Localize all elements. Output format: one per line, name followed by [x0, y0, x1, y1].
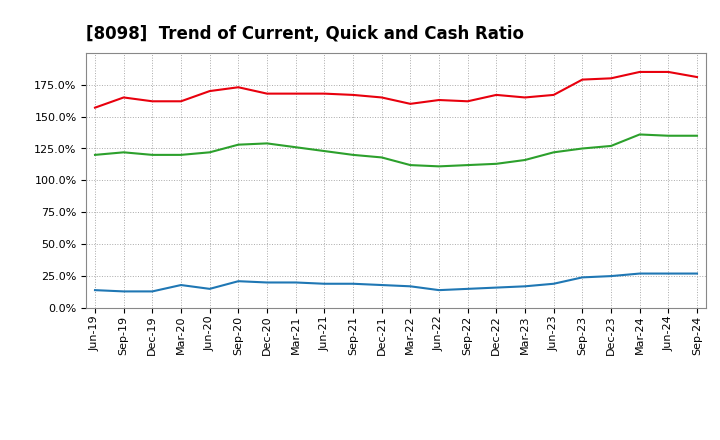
Cash Ratio	[320, 281, 328, 286]
Quick Ratio	[120, 150, 128, 155]
Current Ratio	[320, 91, 328, 96]
Quick Ratio	[406, 162, 415, 168]
Current Ratio	[263, 91, 271, 96]
Cash Ratio	[521, 284, 529, 289]
Current Ratio	[578, 77, 587, 82]
Current Ratio	[521, 95, 529, 100]
Cash Ratio	[91, 287, 99, 293]
Current Ratio	[435, 97, 444, 103]
Current Ratio	[176, 99, 185, 104]
Cash Ratio	[406, 284, 415, 289]
Current Ratio	[148, 99, 157, 104]
Current Ratio	[406, 101, 415, 106]
Quick Ratio	[578, 146, 587, 151]
Cash Ratio	[693, 271, 701, 276]
Current Ratio	[607, 76, 616, 81]
Cash Ratio	[492, 285, 500, 290]
Cash Ratio	[176, 282, 185, 288]
Cash Ratio	[348, 281, 357, 286]
Current Ratio	[234, 84, 243, 90]
Line: Current Ratio: Current Ratio	[95, 72, 697, 108]
Current Ratio	[549, 92, 558, 98]
Current Ratio	[664, 69, 672, 74]
Cash Ratio	[464, 286, 472, 291]
Quick Ratio	[549, 150, 558, 155]
Cash Ratio	[148, 289, 157, 294]
Current Ratio	[464, 99, 472, 104]
Quick Ratio	[320, 148, 328, 154]
Cash Ratio	[664, 271, 672, 276]
Current Ratio	[205, 88, 214, 94]
Quick Ratio	[148, 152, 157, 158]
Cash Ratio	[377, 282, 386, 288]
Current Ratio	[91, 105, 99, 110]
Quick Ratio	[435, 164, 444, 169]
Current Ratio	[635, 69, 644, 74]
Quick Ratio	[176, 152, 185, 158]
Current Ratio	[693, 74, 701, 80]
Text: [8098]  Trend of Current, Quick and Cash Ratio: [8098] Trend of Current, Quick and Cash …	[86, 25, 524, 43]
Current Ratio	[377, 95, 386, 100]
Quick Ratio	[521, 158, 529, 163]
Cash Ratio	[205, 286, 214, 291]
Quick Ratio	[348, 152, 357, 158]
Quick Ratio	[635, 132, 644, 137]
Quick Ratio	[377, 155, 386, 160]
Cash Ratio	[292, 280, 300, 285]
Cash Ratio	[120, 289, 128, 294]
Quick Ratio	[263, 141, 271, 146]
Line: Quick Ratio: Quick Ratio	[95, 135, 697, 166]
Cash Ratio	[607, 273, 616, 279]
Cash Ratio	[549, 281, 558, 286]
Cash Ratio	[263, 280, 271, 285]
Quick Ratio	[492, 161, 500, 166]
Current Ratio	[292, 91, 300, 96]
Current Ratio	[348, 92, 357, 98]
Quick Ratio	[205, 150, 214, 155]
Quick Ratio	[464, 162, 472, 168]
Cash Ratio	[234, 279, 243, 284]
Quick Ratio	[292, 145, 300, 150]
Quick Ratio	[693, 133, 701, 139]
Cash Ratio	[578, 275, 587, 280]
Cash Ratio	[435, 287, 444, 293]
Quick Ratio	[607, 143, 616, 149]
Cash Ratio	[635, 271, 644, 276]
Current Ratio	[120, 95, 128, 100]
Quick Ratio	[91, 152, 99, 158]
Quick Ratio	[234, 142, 243, 147]
Line: Cash Ratio: Cash Ratio	[95, 274, 697, 291]
Quick Ratio	[664, 133, 672, 139]
Current Ratio	[492, 92, 500, 98]
